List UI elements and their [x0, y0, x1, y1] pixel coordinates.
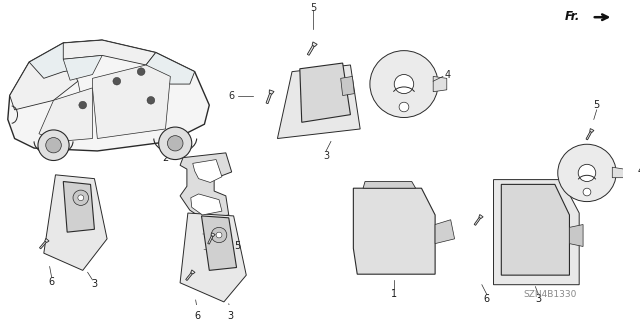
Polygon shape [45, 238, 49, 242]
Circle shape [45, 137, 61, 153]
Polygon shape [211, 233, 215, 236]
Polygon shape [202, 216, 237, 271]
Polygon shape [493, 180, 579, 285]
Circle shape [370, 51, 438, 117]
Polygon shape [277, 65, 360, 138]
Polygon shape [501, 184, 570, 275]
Circle shape [583, 188, 591, 196]
Text: 3: 3 [535, 294, 541, 304]
Text: 6: 6 [484, 294, 490, 304]
Text: 3: 3 [92, 279, 97, 289]
Circle shape [159, 127, 192, 160]
Polygon shape [63, 182, 95, 232]
Text: 6: 6 [49, 277, 54, 287]
Polygon shape [63, 56, 102, 80]
Polygon shape [586, 131, 591, 140]
Text: 5: 5 [234, 241, 241, 250]
Circle shape [168, 136, 183, 151]
Polygon shape [29, 40, 102, 78]
Polygon shape [474, 217, 481, 225]
Polygon shape [363, 182, 415, 188]
Text: 3: 3 [323, 151, 329, 161]
Circle shape [79, 101, 86, 109]
Text: SZN4B1330: SZN4B1330 [524, 290, 577, 299]
Polygon shape [44, 175, 107, 271]
Polygon shape [208, 236, 213, 244]
Circle shape [73, 190, 88, 205]
Text: 3: 3 [228, 311, 234, 319]
Circle shape [399, 102, 409, 112]
Polygon shape [193, 160, 222, 182]
Text: 4: 4 [445, 70, 451, 79]
Circle shape [137, 68, 145, 76]
Circle shape [78, 195, 84, 201]
Polygon shape [340, 77, 355, 95]
Polygon shape [570, 225, 583, 247]
Circle shape [216, 232, 222, 238]
Polygon shape [180, 213, 246, 302]
Polygon shape [92, 65, 170, 138]
Polygon shape [40, 241, 47, 249]
Polygon shape [590, 129, 594, 132]
Circle shape [578, 164, 596, 182]
Text: 5: 5 [310, 3, 317, 13]
Polygon shape [266, 93, 271, 104]
Text: 6: 6 [195, 311, 201, 319]
Text: 2: 2 [163, 152, 168, 163]
Text: Fr.: Fr. [564, 10, 580, 23]
Polygon shape [479, 214, 483, 219]
Polygon shape [39, 88, 92, 141]
Text: 1: 1 [391, 289, 397, 299]
Circle shape [558, 144, 616, 202]
Polygon shape [312, 42, 317, 47]
Polygon shape [307, 45, 314, 55]
Polygon shape [8, 40, 209, 151]
Polygon shape [191, 194, 222, 215]
Polygon shape [353, 188, 435, 274]
Polygon shape [146, 53, 195, 84]
Polygon shape [186, 273, 193, 280]
Text: 6: 6 [228, 91, 235, 100]
Polygon shape [191, 270, 195, 274]
Polygon shape [300, 63, 351, 122]
Circle shape [38, 130, 69, 160]
Polygon shape [63, 40, 156, 65]
Text: 5: 5 [593, 100, 600, 110]
Circle shape [147, 96, 155, 104]
Circle shape [113, 78, 121, 85]
Circle shape [211, 227, 227, 243]
Polygon shape [433, 77, 447, 92]
Polygon shape [435, 220, 454, 244]
Circle shape [394, 75, 413, 93]
Polygon shape [10, 53, 78, 110]
Polygon shape [612, 167, 624, 178]
Text: 4: 4 [637, 166, 640, 176]
Polygon shape [269, 90, 274, 94]
Polygon shape [180, 153, 232, 220]
